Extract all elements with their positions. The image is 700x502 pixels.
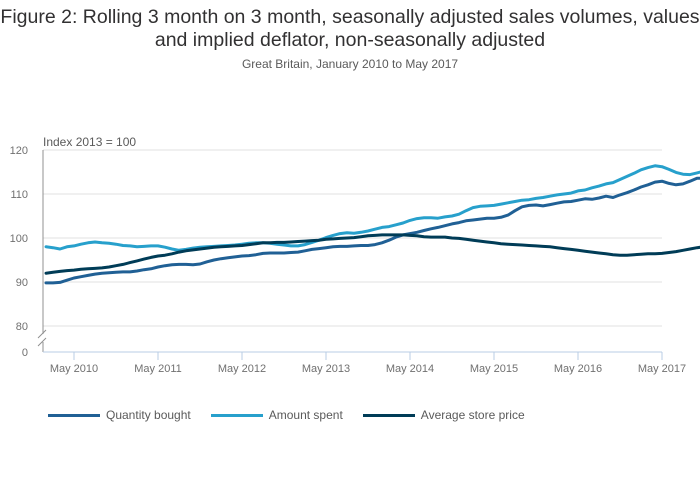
x-tick-label: May 2014	[386, 363, 434, 375]
x-tick-label: May 2016	[554, 363, 602, 375]
chart-subtitle: Great Britain, January 2010 to May 2017	[241, 57, 459, 71]
axis-break-mark	[37, 337, 47, 347]
x-axis: May 2010 May 2011 May 2012 May 2013 May 2014…	[37, 150, 686, 375]
legend-swatch	[48, 413, 100, 417]
legend-label: Amount spent	[268, 408, 343, 422]
legend-swatch	[362, 413, 415, 417]
y-tick-label: 110	[10, 189, 28, 201]
y-tick-label: 120	[10, 145, 28, 157]
legend-item[interactable]: Average store price	[362, 408, 525, 422]
chart-title: Figure 2: Rolling 3 month on 3 month, se…	[0, 6, 700, 51]
x-tick-label: May 2011	[134, 363, 182, 375]
y-axis-label: Index 2013 = 100	[43, 135, 136, 149]
series-line-quantity-bought	[44, 176, 700, 285]
series-line-amount-spent	[44, 164, 700, 252]
y-tick-label: 0	[22, 347, 28, 359]
x-tick-label: May 2010	[50, 363, 98, 375]
legend-swatch	[210, 413, 263, 417]
legend-label: Quantity bought	[106, 408, 191, 422]
legend-label: Average store price	[420, 408, 525, 422]
x-tick-label: May 2015	[470, 363, 518, 375]
y-tick-label: 90	[16, 277, 28, 289]
y-tick-label: 100	[10, 233, 28, 245]
legend: Quantity bought Amount spent Average store…	[48, 408, 545, 422]
legend-item[interactable]: Quantity bought	[48, 408, 191, 422]
x-tick-label: May 2012	[218, 363, 266, 375]
series-lines	[44, 164, 700, 285]
series-line-average-store-price	[44, 233, 700, 275]
axis-break-mark	[37, 329, 47, 339]
x-tick-label: May 2017	[638, 363, 686, 375]
y-tick-label: 80	[16, 321, 28, 333]
x-tick-label: May 2013	[302, 363, 350, 375]
y-axis-ticks: 120 110 100 90 80 0	[10, 145, 28, 359]
legend-item[interactable]: Amount spent	[210, 408, 343, 422]
gridlines	[43, 149, 662, 327]
